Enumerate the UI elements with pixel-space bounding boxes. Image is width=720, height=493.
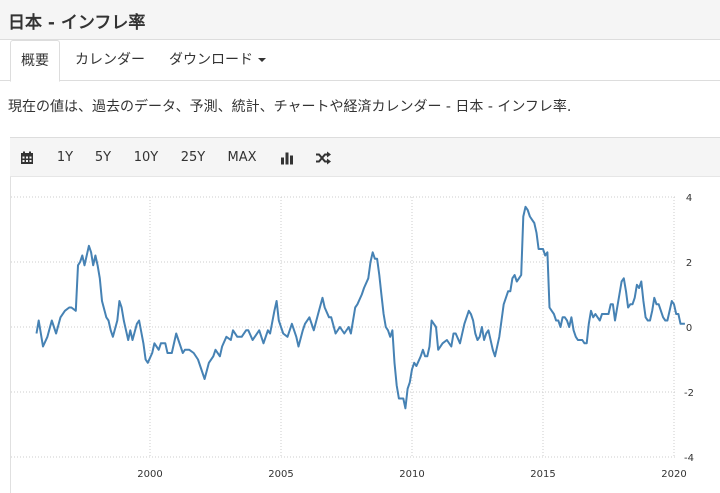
caret-down-icon [258, 58, 266, 62]
tab-overview[interactable]: 概要 [10, 40, 60, 82]
x-gridlines [149, 197, 675, 457]
shuffle-icon[interactable] [312, 138, 334, 178]
page-description: 現在の値は、過去のデータ、予測、統計、チャートや経済カレンダー - 日本 - イ… [8, 99, 572, 115]
x-tick-label-2010: 2010 [399, 469, 424, 480]
range-25y-button[interactable]: 25Y [180, 150, 206, 165]
x-tick-label-2005: 2005 [268, 469, 293, 480]
x-tick-label-2020: 2020 [661, 469, 686, 480]
tab-download-label: ダウンロード [169, 52, 253, 68]
y-tick-label-0: 0 [686, 323, 692, 334]
tab-bar: 概要 カレンダー ダウンロード [0, 40, 720, 82]
range-10y-button[interactable]: 10Y [133, 150, 159, 165]
y-tick-label--2: -2 [684, 388, 694, 399]
page-title: 日本 - インフレ率 [8, 13, 146, 33]
x-tick-label-2015: 2015 [530, 469, 555, 480]
chart-area: 4 2 0 -2 -4 2000 2005 2010 2015 2020 [10, 177, 720, 493]
calendar-icon-glyph [21, 151, 33, 164]
y-gridlines [11, 196, 677, 458]
x-tick-label-2000: 2000 [137, 469, 162, 480]
tab-calendar[interactable]: カレンダー [75, 52, 145, 68]
calendar-icon[interactable] [16, 138, 38, 178]
range-max-button[interactable]: MAX [227, 150, 257, 165]
bar-chart-icon-glyph [281, 152, 293, 165]
x-tick-labels: 2000 2005 2010 2015 2020 [137, 469, 686, 480]
range-5y-button[interactable]: 5Y [94, 150, 112, 165]
chart-toolbar: 1Y 5Y 10Y 25Y MAX [10, 137, 720, 177]
page-header: 日本 - インフレ率 [0, 0, 720, 40]
series-line-0 [35, 205, 685, 410]
tab-download[interactable]: ダウンロード [169, 40, 266, 81]
y-tick-labels: 4 2 0 -2 -4 [684, 193, 694, 464]
y-tick-label-2: 2 [686, 258, 692, 269]
series-group [35, 205, 685, 410]
y-tick-label-4: 4 [686, 193, 692, 204]
shuffle-icon-glyph [316, 151, 331, 165]
bar-chart-icon[interactable] [276, 138, 298, 178]
y-tick-label--4: -4 [684, 453, 694, 464]
range-1y-button[interactable]: 1Y [56, 150, 74, 165]
inflation-line-chart: 4 2 0 -2 -4 2000 2005 2010 2015 2020 [11, 193, 694, 480]
